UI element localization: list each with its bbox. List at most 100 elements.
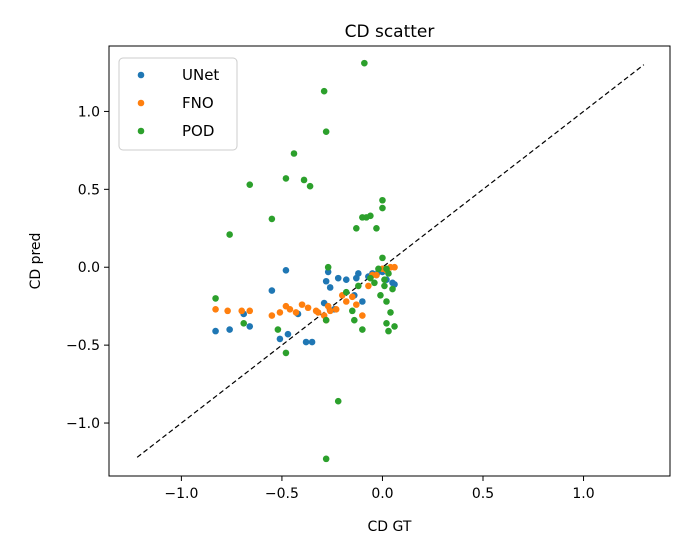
plot-frame: [108, 45, 671, 477]
x-ticks: −1.0 −0.5 0.0 0.5 1.0: [164, 476, 595, 502]
point-fno-10: [304, 304, 312, 312]
point-pod-33: [383, 320, 390, 327]
legend: UNet FNO POD: [118, 57, 238, 151]
point-pod-10: [306, 182, 314, 190]
point-pod-36: [391, 323, 398, 330]
point-pod-28: [379, 204, 386, 212]
legend-label: FNO: [182, 94, 214, 112]
point-fno-23: [373, 271, 380, 279]
point-fno-4: [268, 312, 276, 319]
point-fno-27: [391, 263, 398, 271]
x-axis-label: CD GT: [368, 519, 412, 535]
point-pod-11: [320, 87, 328, 95]
y-axis-label: CD pred: [28, 233, 44, 290]
point-fno-8: [292, 309, 300, 316]
x-tick-label: −1.0: [164, 486, 198, 502]
point-pod-7: [282, 349, 290, 357]
x-tick-label: 1.0: [572, 486, 594, 502]
point-pod-37: [389, 285, 396, 293]
series-fno: [212, 263, 398, 324]
point-fno-28: [324, 302, 332, 310]
point-unet-14: [326, 284, 334, 291]
point-fno-20: [359, 312, 366, 319]
point-fno-2: [238, 307, 246, 315]
legend-item-fno: FNO: [137, 94, 214, 112]
point-pod-14: [324, 263, 332, 271]
legend-marker: [137, 71, 145, 79]
y-tick-label: −1.0: [66, 416, 100, 432]
point-fno-15: [332, 305, 340, 313]
point-fno-29: [314, 309, 322, 316]
point-unet-13: [324, 268, 332, 276]
point-pod-2: [240, 320, 248, 327]
point-fno-19: [353, 301, 360, 308]
legend-item-pod: POD: [137, 122, 214, 140]
point-pod-29: [379, 254, 386, 262]
y-tick-label: 0.5: [78, 182, 100, 198]
point-unet-6: [282, 267, 290, 274]
point-fno-21: [365, 282, 372, 290]
points-layer: [212, 59, 398, 463]
point-unet-4: [268, 287, 276, 294]
point-pod-0: [212, 295, 219, 302]
legend-marker: [137, 127, 145, 135]
point-unet-5: [276, 335, 284, 343]
point-unet-12: [322, 277, 330, 285]
point-pod-16: [334, 397, 342, 405]
point-unet-3: [246, 323, 254, 330]
point-pod-1: [226, 231, 233, 238]
point-unet-28: [355, 270, 362, 277]
point-pod-17: [349, 307, 356, 315]
point-pod-35: [387, 309, 394, 316]
x-tick-label: 0.0: [371, 486, 393, 502]
point-unet-9: [302, 338, 310, 346]
point-fno-17: [342, 298, 350, 305]
point-pod-18: [351, 316, 358, 324]
reference-line-layer: [136, 64, 645, 458]
point-pod-44: [342, 288, 350, 296]
legend-box: [118, 57, 238, 151]
legend-item-unet: UNet: [137, 66, 219, 84]
point-fno-9: [298, 301, 306, 308]
point-pod-30: [381, 276, 388, 283]
x-tick-label: 0.5: [472, 486, 494, 502]
point-unet-17: [342, 276, 350, 283]
point-pod-24: [361, 59, 368, 67]
point-fno-18: [349, 293, 356, 301]
legend-marker: [137, 99, 145, 107]
point-pod-8: [290, 150, 298, 157]
point-pod-39: [383, 265, 390, 273]
point-pod-3: [246, 181, 254, 188]
y-tick-label: 1.0: [78, 104, 100, 120]
point-unet-7: [284, 330, 292, 338]
legend-label: POD: [182, 122, 214, 140]
point-pod-15: [322, 316, 330, 324]
point-pod-9: [300, 176, 308, 184]
point-pod-13: [322, 455, 330, 463]
point-pod-23: [367, 212, 374, 220]
point-unet-16: [334, 274, 342, 282]
point-fno-3: [246, 307, 254, 315]
point-pod-6: [282, 175, 290, 182]
point-unet-0: [212, 327, 219, 335]
point-pod-41: [371, 279, 378, 287]
y-ticks: −1.0 −0.5 0.0 0.5 1.0: [66, 104, 109, 432]
point-fno-7: [286, 305, 294, 313]
point-unet-1: [226, 326, 233, 333]
legend-label: UNet: [182, 66, 219, 84]
point-pod-32: [383, 298, 390, 305]
point-pod-27: [379, 196, 386, 204]
point-pod-5: [274, 326, 282, 333]
point-pod-19: [353, 224, 360, 232]
point-pod-42: [367, 274, 374, 282]
chart-title: CD scatter: [345, 22, 435, 42]
point-pod-26: [375, 265, 382, 273]
point-fno-5: [276, 309, 284, 316]
y-tick-label: −0.5: [66, 338, 100, 354]
point-fno-1: [224, 307, 231, 315]
point-fno-0: [212, 305, 219, 313]
point-unet-10: [308, 338, 316, 346]
y-tick-label: 0.0: [78, 260, 100, 276]
